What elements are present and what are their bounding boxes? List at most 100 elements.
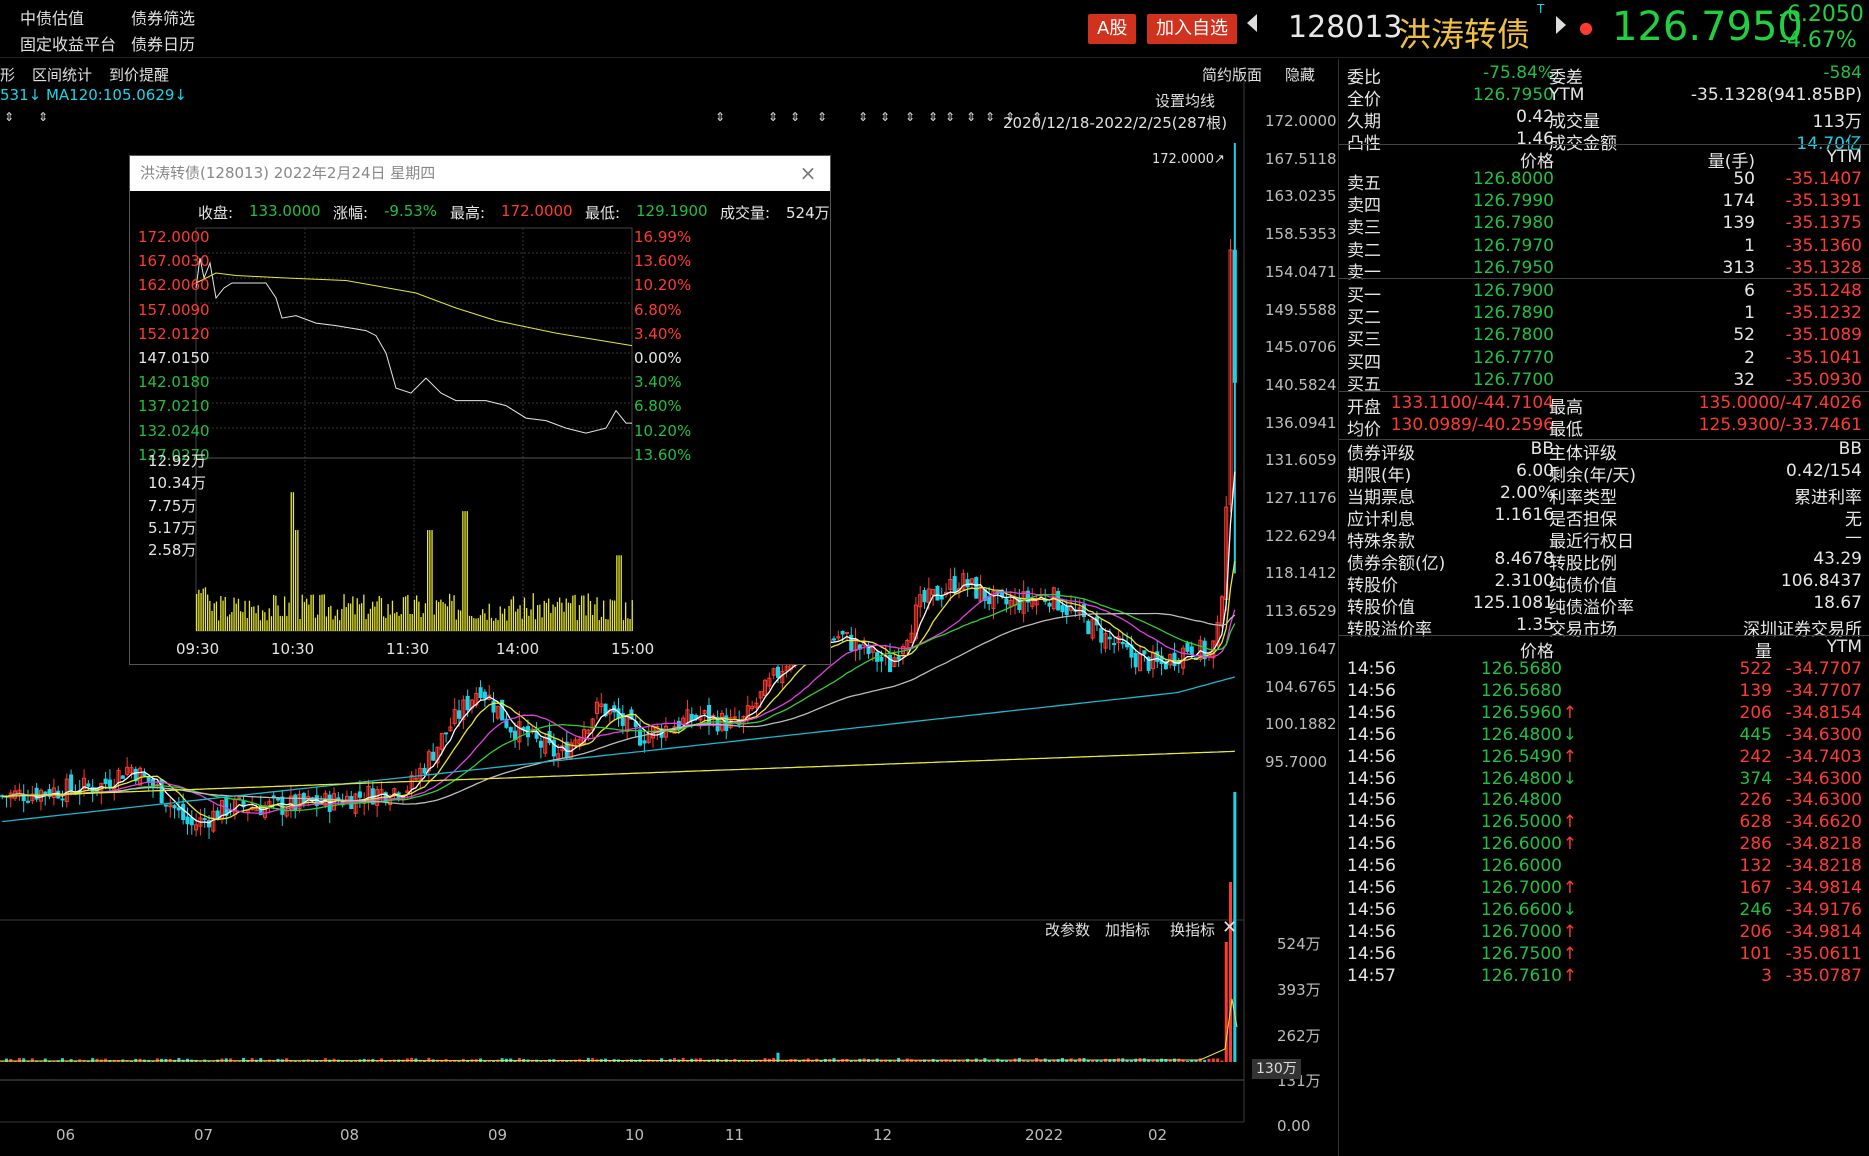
candle [655, 726, 660, 734]
nav-cbond-valuation[interactable]: 中债估值 [20, 9, 85, 28]
nav-bond-calendar[interactable]: 债券日历 [131, 35, 196, 54]
edit-params-button[interactable]: 改参数 [1045, 921, 1091, 939]
kline-chart-area[interactable]: 形 区间统计 到价提醒 简约版面 隐藏 531↓ MA120:105.0629↓… [0, 59, 1337, 1156]
ticks-header-price: 价格 [1520, 642, 1554, 662]
intraday-volume-bar [334, 615, 336, 631]
intraday-volume-bar [550, 612, 552, 631]
close-indicator-icon[interactable]: ✕ [1222, 917, 1238, 938]
book-qty: 2 [1744, 347, 1755, 368]
volume-tick-label: 262万 [1277, 1027, 1321, 1045]
event-marker-icon: ⇕ [966, 110, 976, 124]
event-marker-icon: ⇕ [880, 110, 890, 124]
popup-time-label: 11:30 [386, 640, 430, 658]
info-value: BB [1530, 439, 1554, 459]
volume-bar [953, 1059, 957, 1062]
bond-info-row: 应计利息 1.1616 是否担保 无 [1339, 505, 1869, 531]
volume-tick-label: 0.00 [1277, 1117, 1311, 1135]
book-qty: 1 [1744, 235, 1755, 256]
intraday-volume-bar [501, 613, 504, 631]
intraday-volume-bar [517, 608, 519, 631]
add-indicator-button[interactable]: 加指标 [1105, 921, 1151, 939]
intraday-volume-bar [539, 604, 541, 631]
candle [866, 644, 871, 655]
switch-indicator-button[interactable]: 换指标 [1170, 921, 1216, 939]
intraday-volume-bar [198, 589, 200, 631]
quote-ohlc-row: 均价 130.0989/-40.2596 最低 125.9300/-33.7461 [1339, 415, 1869, 441]
popup-close-icon[interactable]: × [799, 161, 817, 185]
intraday-volume-bar [319, 595, 321, 631]
add-watchlist-button[interactable]: 加入自选 [1147, 14, 1237, 44]
volume-bar [927, 1060, 931, 1062]
book-price: 126.7950 [1472, 257, 1554, 278]
intraday-volume-bar [554, 606, 556, 631]
intraday-price-line [195, 257, 632, 434]
candle [82, 777, 87, 790]
toolbar-shape[interactable]: 形 [0, 66, 16, 84]
volume-bar [298, 1060, 302, 1062]
volume-bar [1229, 882, 1233, 1062]
tick-row: 14:56 126.7000 ↑ 206 -34.9814 [1339, 922, 1869, 948]
tick-ytm: -34.7707 [1785, 659, 1862, 679]
book-price: 126.8000 [1472, 169, 1554, 189]
tick-time: 14:56 [1347, 921, 1396, 942]
candle [508, 727, 513, 733]
a-share-button[interactable]: A股 [1088, 14, 1137, 44]
set-ma-button[interactable]: 设置均线 [1155, 92, 1216, 110]
info-value: 6.00 [1516, 461, 1554, 481]
candle [263, 805, 268, 818]
popup-pct-label: 3.40% [634, 324, 682, 343]
candle [1047, 602, 1052, 607]
toolbar-range-stats[interactable]: 区间统计 [32, 66, 93, 84]
order-book-row: 卖四 126.7990 174 -35.1391 [1339, 191, 1869, 217]
intraday-volume-bar [407, 594, 409, 631]
intraday-volume-bar [596, 597, 598, 631]
book-label: 卖三 [1347, 218, 1381, 239]
intraday-volume-bar [629, 619, 631, 631]
intraday-volume-bar [240, 611, 242, 631]
hide-button[interactable]: 隐藏 [1285, 66, 1316, 84]
volume-bar [642, 1060, 646, 1062]
volume-bar [1155, 1059, 1159, 1062]
volume-bar [651, 1060, 655, 1062]
intraday-volume-bar [361, 603, 363, 631]
candle [922, 590, 927, 603]
toolbar-price-alert[interactable]: 到价提醒 [109, 66, 170, 84]
ohlc-label: 最低 [1549, 420, 1583, 440]
candle [556, 753, 561, 759]
candle [1090, 618, 1095, 639]
tick-price: 126.7000 [1480, 878, 1562, 898]
tick-qty: 206 [1739, 921, 1772, 942]
volume-bar [211, 1060, 215, 1062]
summary-label: 委比 [1347, 68, 1381, 88]
book-ytm: -35.1232 [1785, 303, 1862, 324]
volume-bar [655, 1060, 659, 1062]
intraday-volume-bar [442, 602, 444, 631]
intraday-volume-bar [354, 614, 356, 631]
volume-bar [991, 1060, 995, 1062]
intraday-volume-bar [521, 618, 523, 631]
intraday-volume-bar [422, 613, 424, 631]
date-tick-label: 09 [488, 1126, 508, 1144]
nav-fixed-income-platform[interactable]: 固定收益平台 [20, 35, 117, 54]
tick-qty: 206 [1739, 702, 1772, 723]
candle [689, 713, 694, 722]
alert-bell-icon[interactable]: ● [1579, 18, 1593, 37]
prev-security-icon[interactable] [1247, 14, 1257, 32]
intraday-volume-bar [418, 601, 420, 631]
intraday-volume-bar [431, 530, 433, 631]
popup-stat-value: 129.1900 [636, 202, 708, 220]
intraday-volume-bar [523, 597, 526, 631]
candle [495, 705, 500, 719]
intraday-volume-bar [273, 594, 275, 631]
next-security-icon[interactable] [1556, 16, 1566, 34]
top-bar: 中债估值 债券筛选 固定收益平台 债券日历 A股 加入自选 128013 洪涛转… [0, 0, 1869, 58]
order-book-row: 买四 126.7770 2 -35.1041 [1339, 348, 1869, 374]
order-book-header: 价格 量(手) YTM [1339, 147, 1869, 173]
event-marker-icon: ⇕ [715, 110, 725, 124]
simple-layout-button[interactable]: 简约版面 [1202, 66, 1263, 84]
volume-bar [798, 1060, 802, 1062]
date-range-label: 2020/12/18-2022/2/25(287根) [1003, 114, 1228, 132]
intraday-volume-bar [427, 530, 429, 631]
volume-bar [285, 1058, 289, 1062]
nav-bond-screener[interactable]: 债券筛选 [131, 9, 196, 28]
